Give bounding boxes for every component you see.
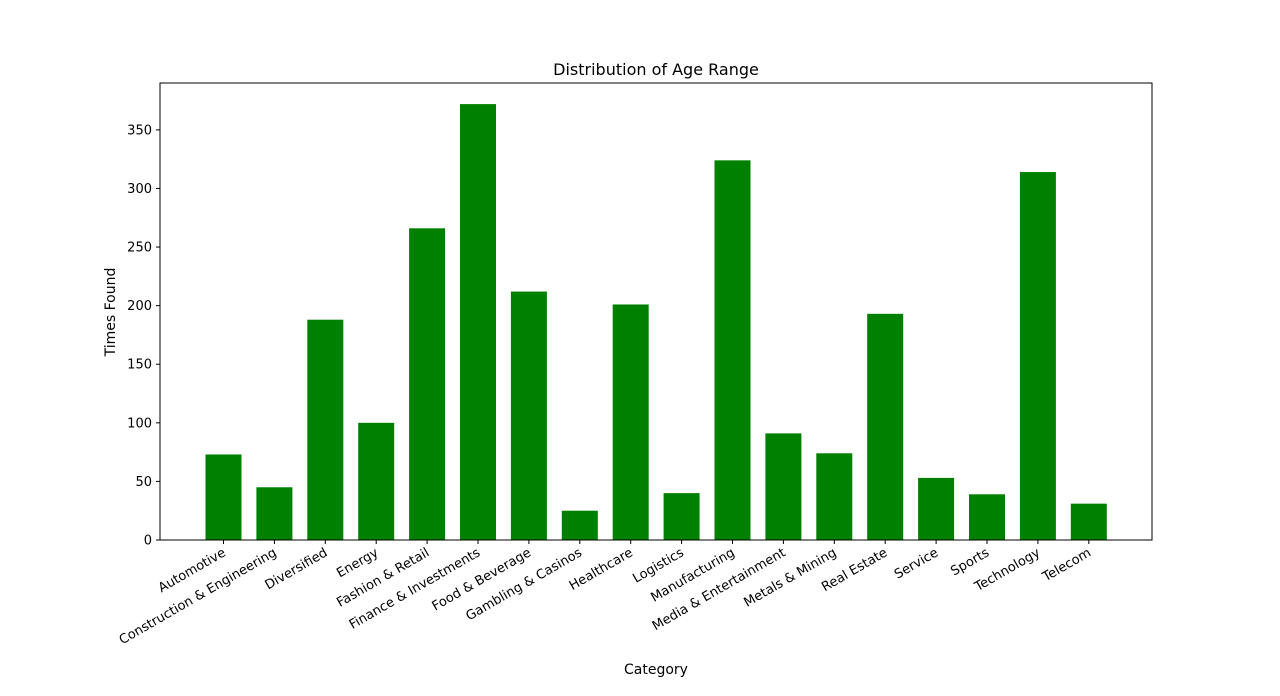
chart-title: Distribution of Age Range: [553, 60, 759, 79]
bar: [816, 453, 853, 540]
bar: [714, 160, 751, 540]
bar: [256, 487, 293, 540]
y-tick-label: 200: [127, 299, 152, 314]
bar: [409, 228, 446, 541]
bar: [867, 313, 904, 540]
bar: [561, 510, 598, 540]
bar: [663, 493, 700, 540]
y-tick-label: 250: [127, 241, 152, 256]
x-tick-label: Telecom: [1039, 545, 1093, 585]
bar: [765, 433, 802, 540]
y-tick-label: 0: [144, 534, 152, 549]
bar: [460, 104, 496, 540]
bar: [1070, 503, 1107, 540]
x-axis-label: Category: [624, 662, 688, 678]
bar: [510, 291, 547, 540]
y-tick-label: 100: [127, 416, 152, 431]
bar: [969, 494, 1005, 540]
bar: [1019, 172, 1056, 540]
bar: [205, 454, 242, 540]
x-tick-label: Service: [892, 545, 941, 582]
bar: [358, 422, 395, 540]
y-axis-label: Times Found: [103, 268, 119, 358]
bar: [612, 304, 649, 540]
y-tick-label: 300: [127, 182, 152, 197]
y-tick-label: 350: [127, 123, 152, 138]
bar: [307, 319, 344, 540]
y-tick-label: 150: [127, 358, 152, 373]
plot-frame: [159, 82, 1153, 541]
bar: [918, 477, 955, 540]
y-tick-label: 50: [135, 475, 152, 490]
